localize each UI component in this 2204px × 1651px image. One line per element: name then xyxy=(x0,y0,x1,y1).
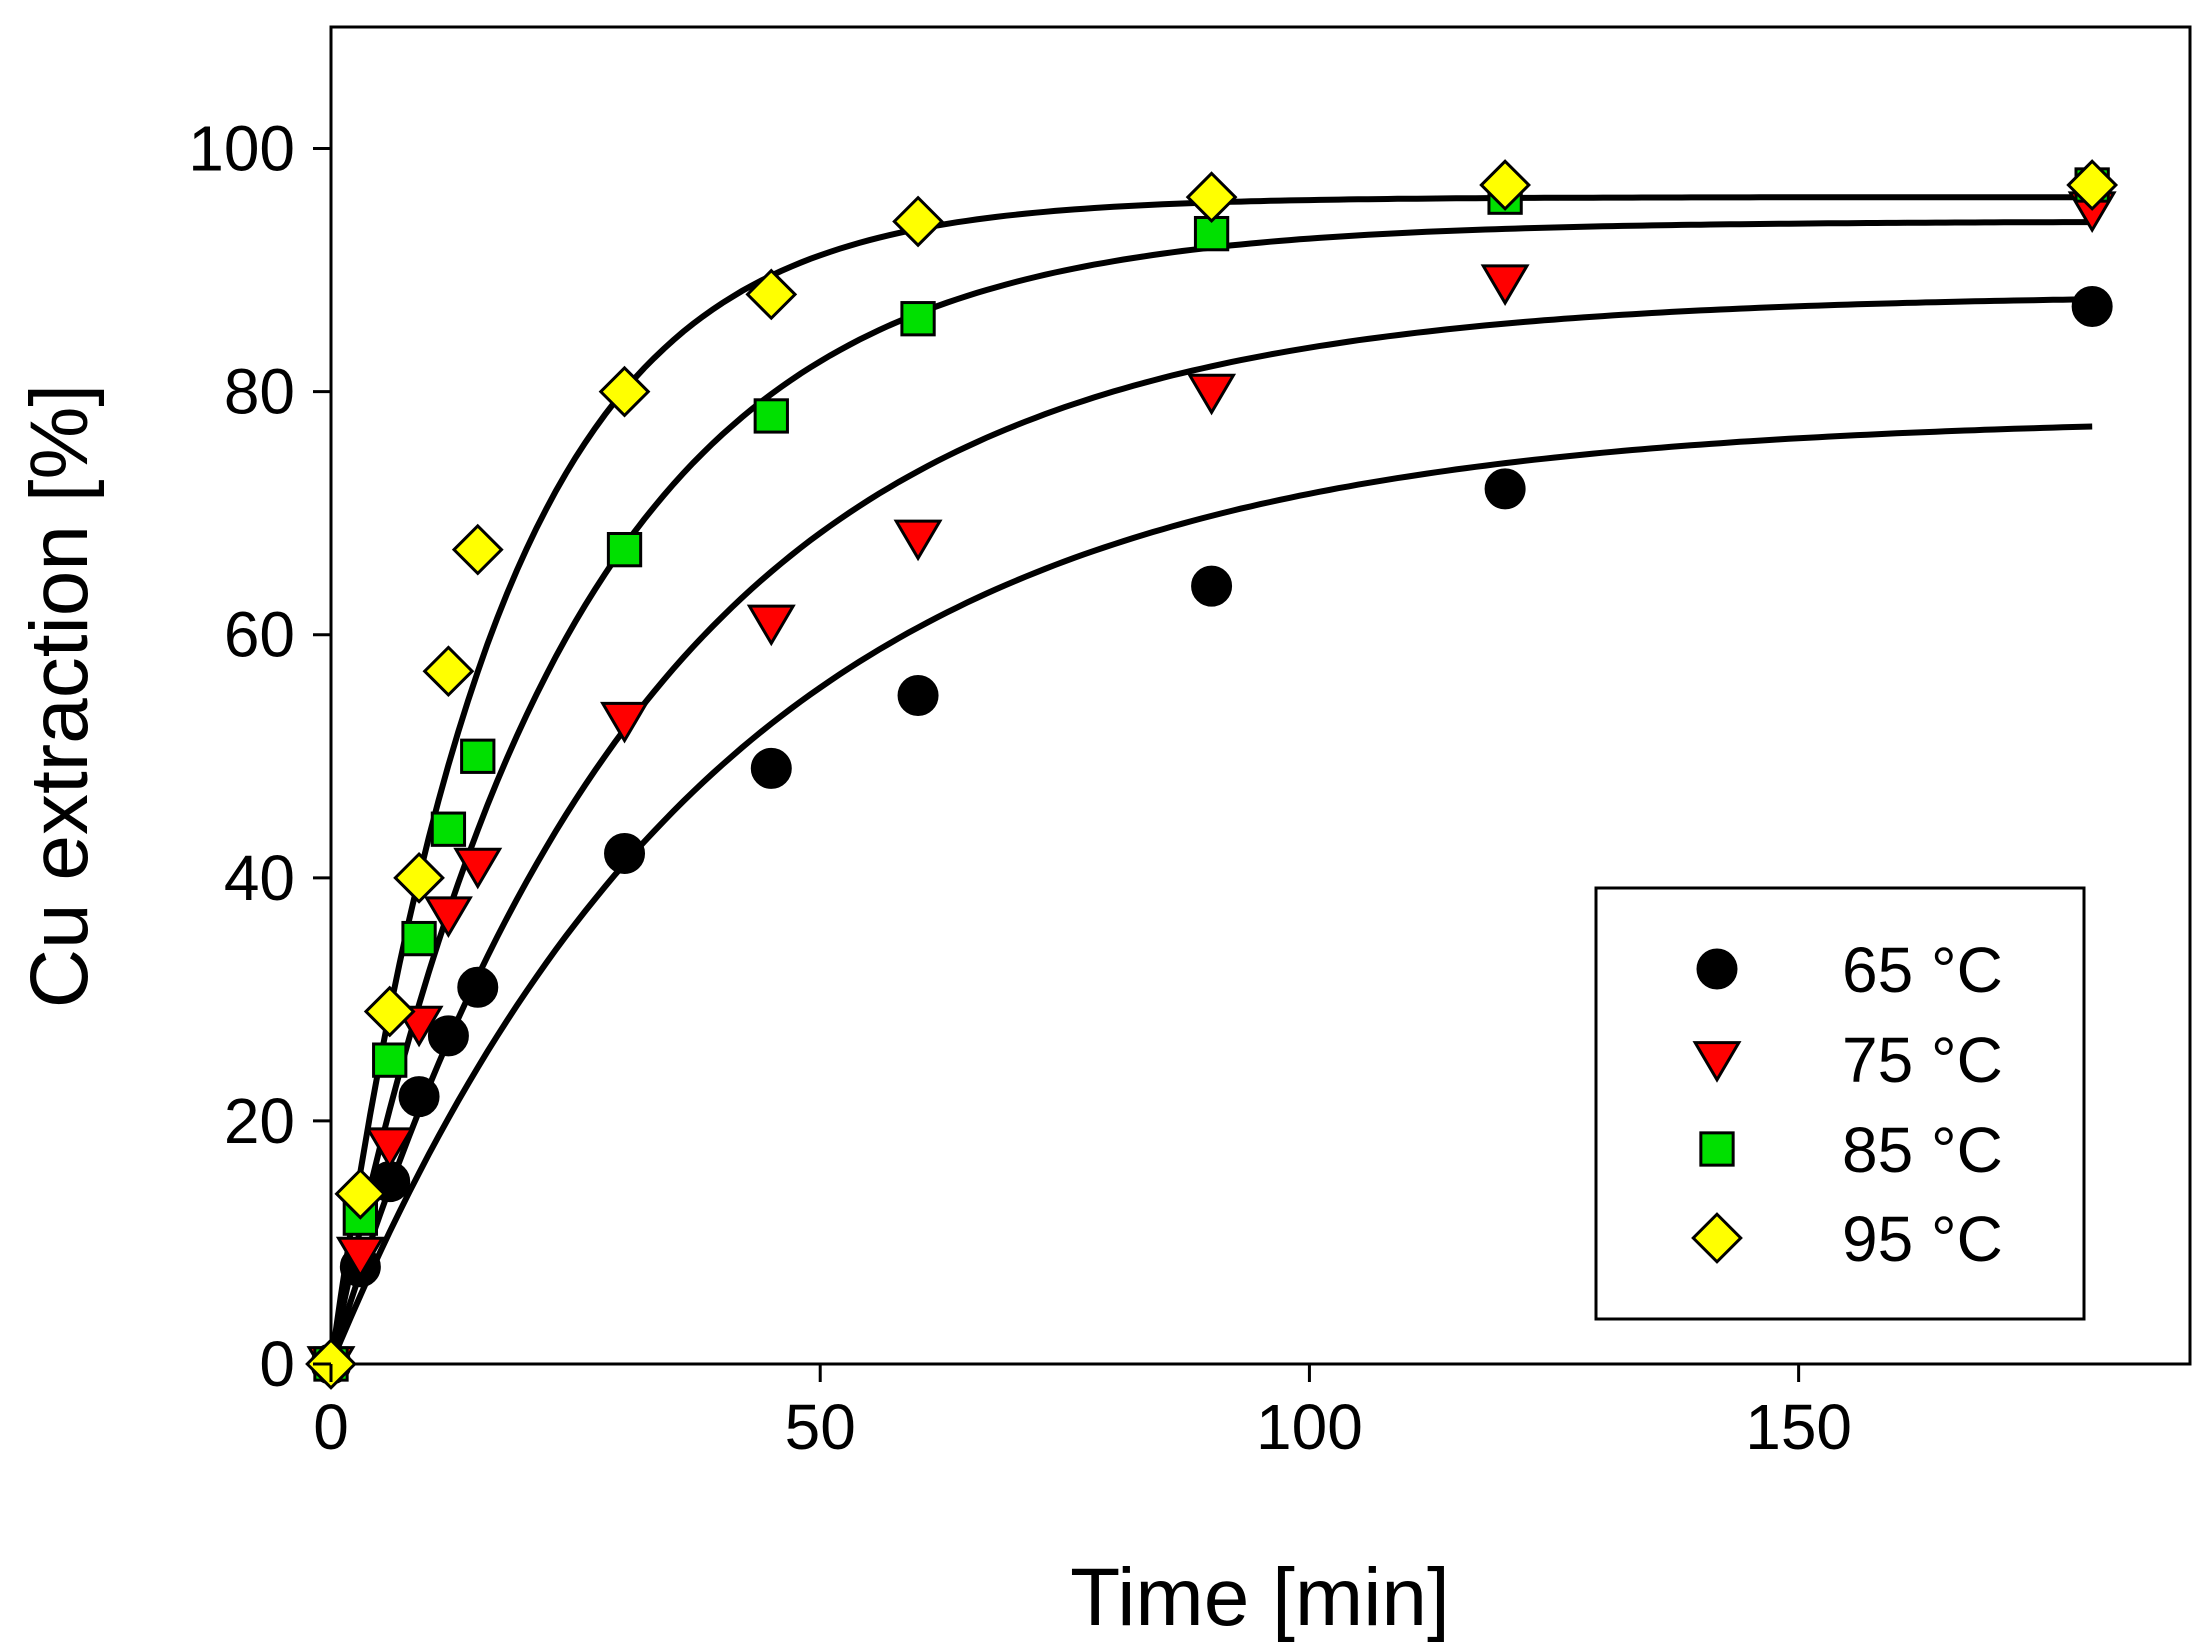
data-point xyxy=(750,747,792,789)
data-point xyxy=(372,1042,408,1078)
data-point xyxy=(401,920,437,957)
series-3 xyxy=(305,159,2119,1390)
legend-label: 85 °C xyxy=(1842,1114,2003,1186)
data-point xyxy=(457,966,499,1008)
data-point xyxy=(430,811,467,847)
data-point xyxy=(422,645,475,698)
data-point xyxy=(753,398,789,434)
legend-label: 75 °C xyxy=(1842,1024,2003,1096)
x-tick-label: 100 xyxy=(1256,1391,1363,1463)
data-point xyxy=(2066,159,2119,211)
data-point xyxy=(1185,171,1238,224)
legend-label: 95 °C xyxy=(1842,1203,2003,1275)
data-point xyxy=(604,833,646,875)
legend: 65 °C 75 °C 85 °C 95 °C xyxy=(1594,886,2086,1321)
data-point xyxy=(453,847,503,890)
x-tick-label: 150 xyxy=(1745,1391,1852,1463)
data-point xyxy=(334,1167,387,1220)
y-tick-label: 100 xyxy=(188,113,295,185)
data-point xyxy=(335,1236,385,1279)
data-point xyxy=(2071,286,2113,328)
data-point xyxy=(393,851,445,904)
data-point xyxy=(746,604,796,647)
legend-symbol xyxy=(1696,948,1738,990)
x-tick-label: 50 xyxy=(785,1391,856,1463)
data-point xyxy=(398,1076,440,1118)
legend-label: 65 °C xyxy=(1842,934,2003,1006)
data-point xyxy=(1187,373,1237,416)
plot-frame xyxy=(329,25,2192,1366)
series-2 xyxy=(313,167,2110,1382)
data-point xyxy=(460,738,496,774)
y-axis: 0 20 40 60 80 100 xyxy=(188,113,331,1400)
data-point xyxy=(897,675,939,716)
data-point xyxy=(1480,264,1530,306)
data-point xyxy=(423,896,473,938)
legend-symbol xyxy=(1692,1041,1742,1083)
data-point xyxy=(892,195,944,248)
y-tick-label: 80 xyxy=(224,356,295,428)
data-point xyxy=(598,365,651,418)
data-point xyxy=(600,701,649,744)
legend-box xyxy=(1594,886,2086,1321)
y-tick-label: 0 xyxy=(259,1328,295,1400)
data-point xyxy=(365,1127,415,1169)
y-tick-label: 20 xyxy=(224,1085,295,1157)
x-axis-title: Time [min] xyxy=(1070,1552,1450,1643)
data-point xyxy=(1484,468,1526,510)
data-point xyxy=(451,523,504,576)
y-axis-title: Cu extraction [%] xyxy=(14,384,105,1008)
data-point xyxy=(1191,565,1233,607)
legend-symbol xyxy=(1691,1212,1743,1264)
y-tick-label: 60 xyxy=(224,599,295,671)
legend-symbol xyxy=(1699,1131,1735,1167)
x-tick-label: 0 xyxy=(313,1391,349,1463)
y-tick-label: 40 xyxy=(224,842,295,914)
data-point xyxy=(893,519,943,562)
data-point xyxy=(745,268,798,321)
data-point xyxy=(606,531,643,568)
data-point xyxy=(363,985,416,1038)
data-point xyxy=(1479,159,1531,211)
data-point xyxy=(427,1015,469,1057)
x-axis: 0 50 100 150 xyxy=(313,1364,1852,1463)
data-point xyxy=(900,301,936,337)
data-markers xyxy=(305,159,2119,1390)
